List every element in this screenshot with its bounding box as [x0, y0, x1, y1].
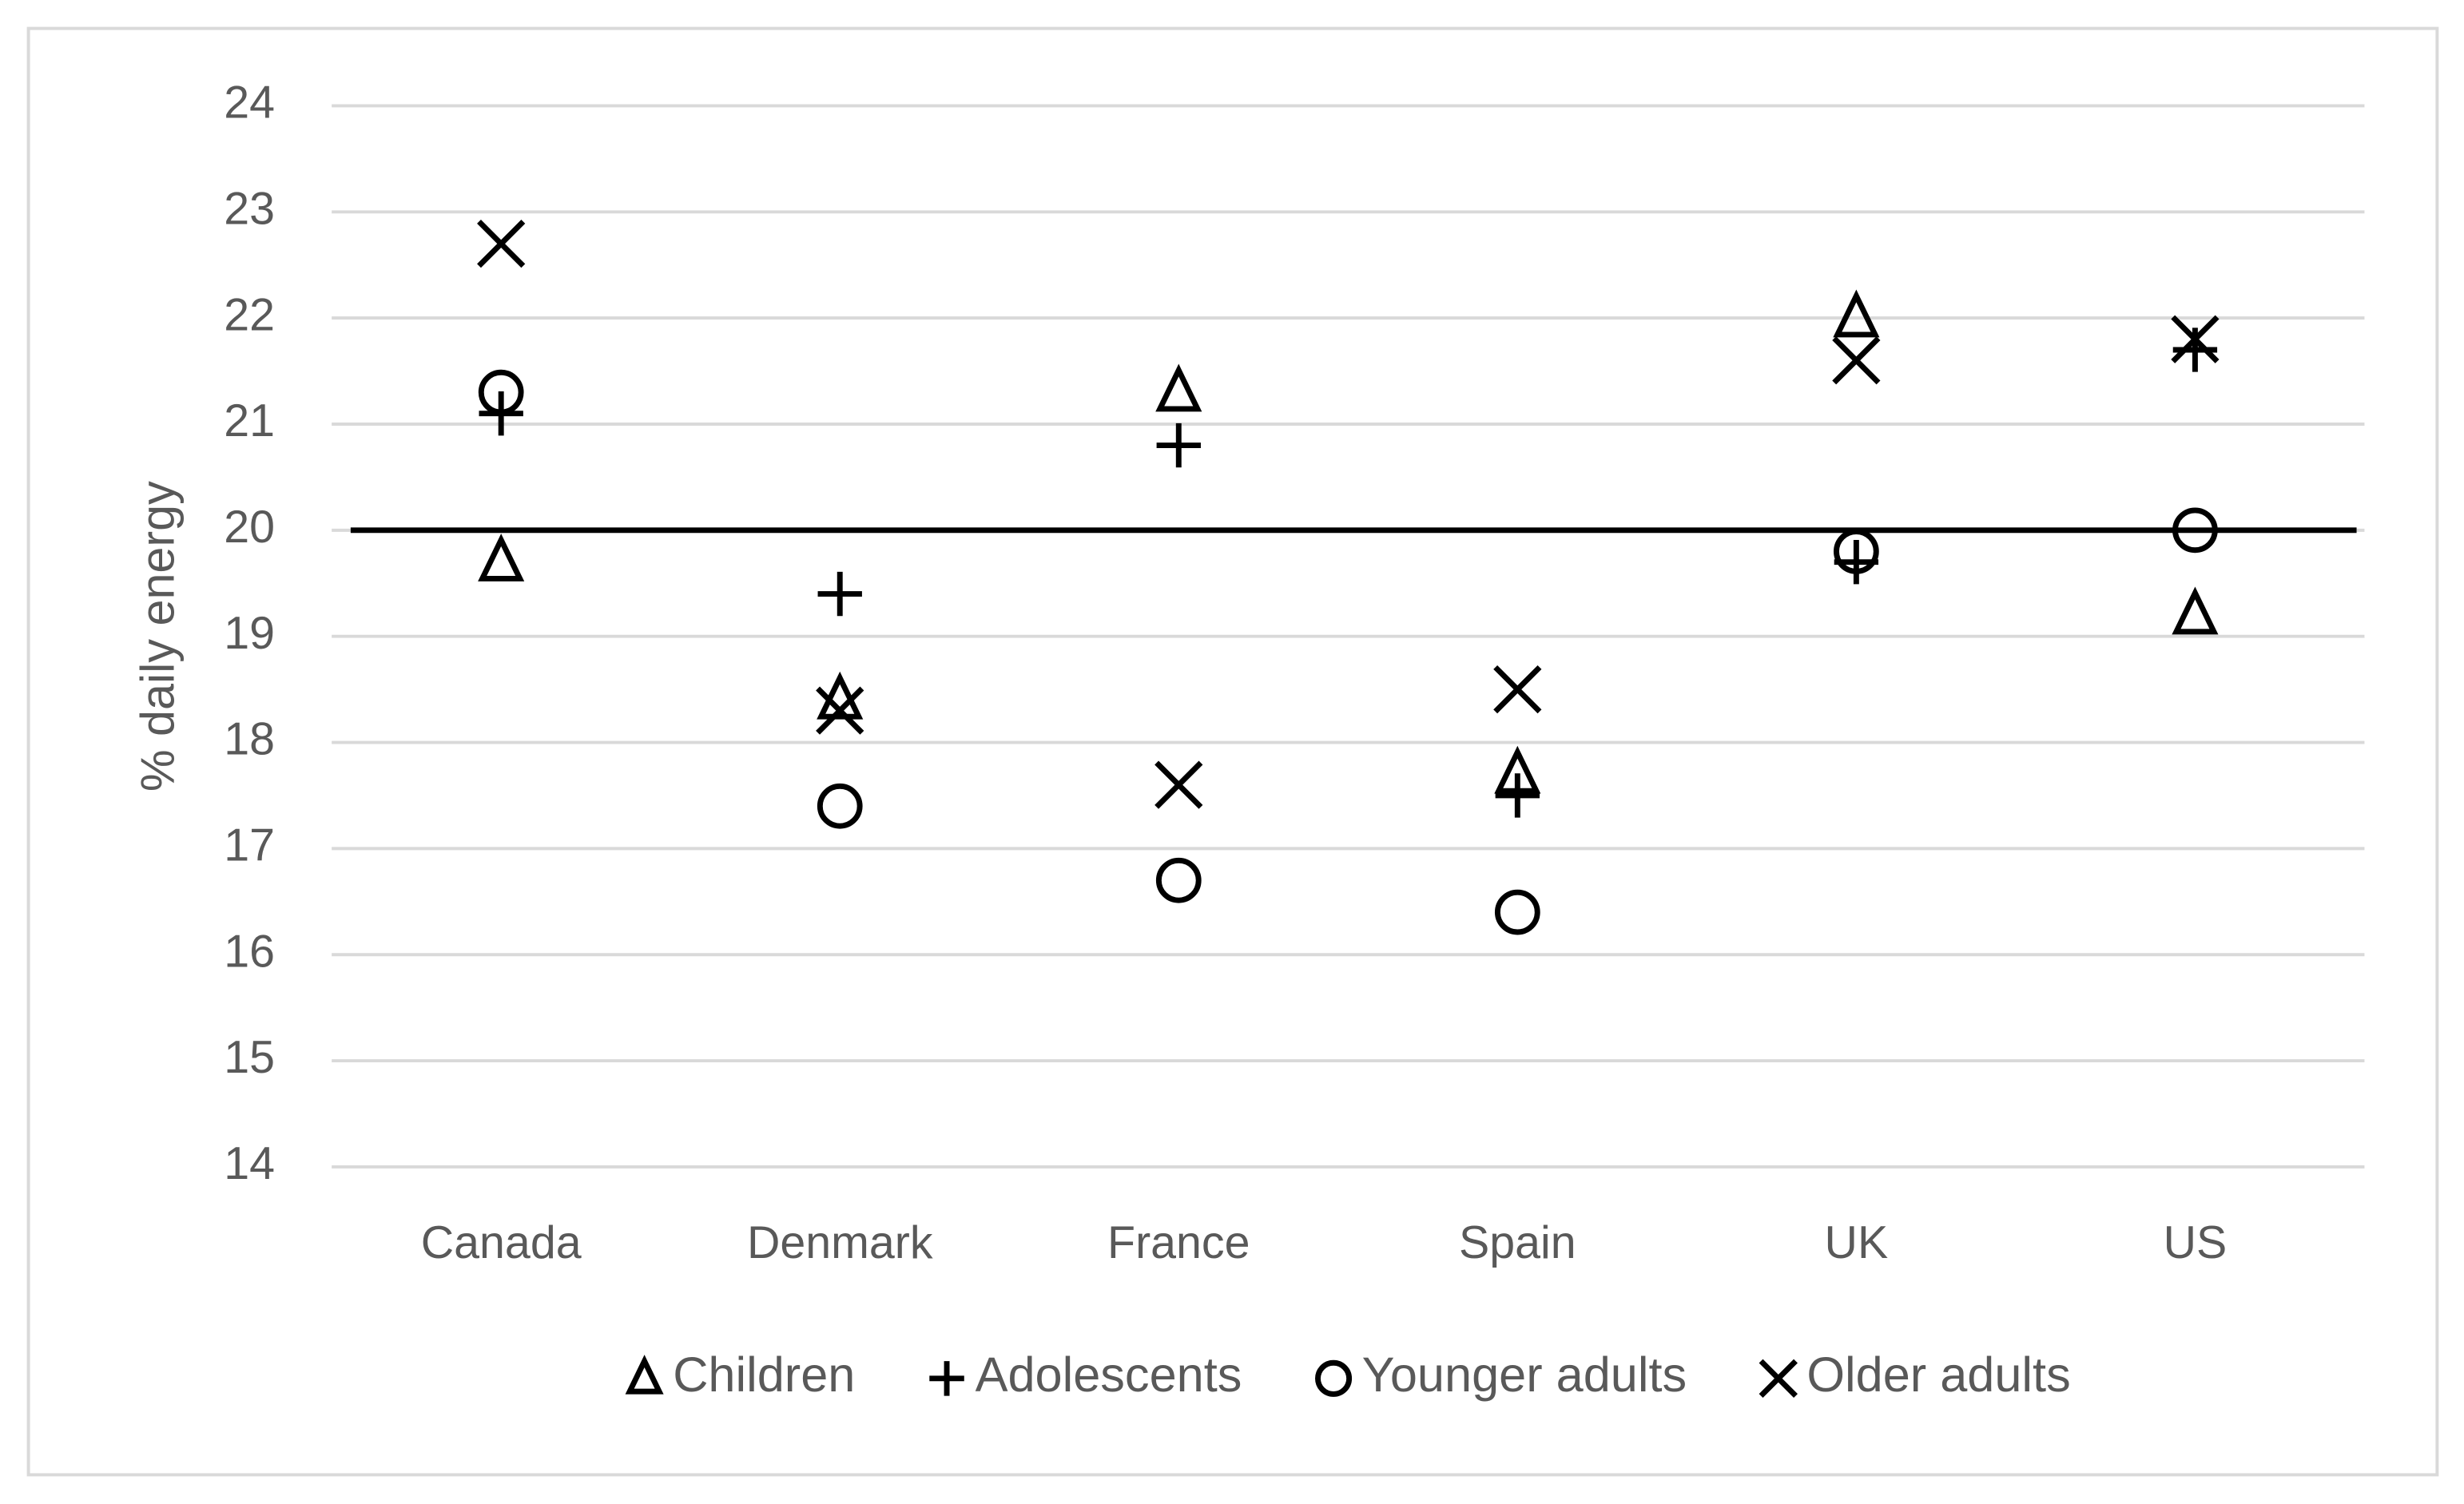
- marker-plus: [929, 1361, 964, 1396]
- marker-circle: [478, 369, 524, 415]
- x-tick-label: France: [1107, 1217, 1250, 1268]
- y-tick-label: 16: [224, 926, 275, 977]
- y-tick-label: 17: [224, 820, 275, 871]
- chart-border: [26, 26, 2439, 1477]
- marker-cross: [1493, 665, 1542, 714]
- y-tick-label: 22: [224, 289, 275, 340]
- marker-circle: [1155, 857, 1202, 903]
- marker-triangle: [2172, 586, 2219, 635]
- x-tick-label: Spain: [1459, 1217, 1576, 1268]
- marker-cross: [477, 220, 526, 268]
- marker-triangle: [478, 534, 525, 581]
- marker-plus: [1156, 423, 1201, 468]
- marker-cross: [1155, 760, 1203, 809]
- marker-cross: [1832, 336, 1881, 385]
- marker-circle: [1834, 529, 1879, 574]
- marker-plus: [1495, 773, 1540, 818]
- marker-circle: [817, 783, 863, 829]
- marker-cross: [2171, 315, 2220, 363]
- marker-triangle: [1833, 289, 1880, 338]
- legend-label: Younger adults: [1362, 1347, 1687, 1402]
- x-tick-label: US: [2164, 1217, 2228, 1268]
- legend-label: Adolescents: [976, 1347, 1242, 1402]
- y-tick-label: 15: [224, 1032, 275, 1083]
- legend-item: Older adults: [1759, 1347, 2071, 1402]
- legend-item: Children: [625, 1347, 855, 1402]
- marker-circle: [2172, 507, 2218, 554]
- legend-item: Adolescents: [929, 1347, 1242, 1402]
- marker-triangle: [817, 671, 864, 720]
- marker-plus: [2172, 327, 2218, 372]
- y-tick-label: 23: [224, 183, 275, 234]
- marker-circle: [1494, 889, 1540, 935]
- marker-circle: [1315, 1359, 1353, 1397]
- marker-triangle: [1155, 363, 1202, 412]
- y-axis-title: % daily energy: [130, 481, 184, 792]
- y-tick-label: 21: [224, 395, 275, 446]
- y-tick-label: 18: [224, 714, 275, 765]
- y-tick-label: 20: [224, 502, 275, 553]
- y-tick-label: 19: [224, 608, 275, 659]
- x-tick-label: Canada: [421, 1217, 582, 1268]
- y-tick-label: 14: [224, 1138, 275, 1189]
- x-tick-label: UK: [1825, 1217, 1889, 1268]
- x-tick-label: Denmark: [747, 1217, 933, 1268]
- legend-label: Older adults: [1806, 1347, 2070, 1402]
- marker-triangle: [625, 1355, 664, 1395]
- marker-cross: [816, 686, 864, 735]
- legend-item: Younger adults: [1315, 1347, 1687, 1402]
- marker-plus: [817, 571, 862, 617]
- y-tick-label: 24: [224, 77, 275, 129]
- legend-label: Children: [673, 1347, 855, 1402]
- marker-cross: [1759, 1359, 1798, 1399]
